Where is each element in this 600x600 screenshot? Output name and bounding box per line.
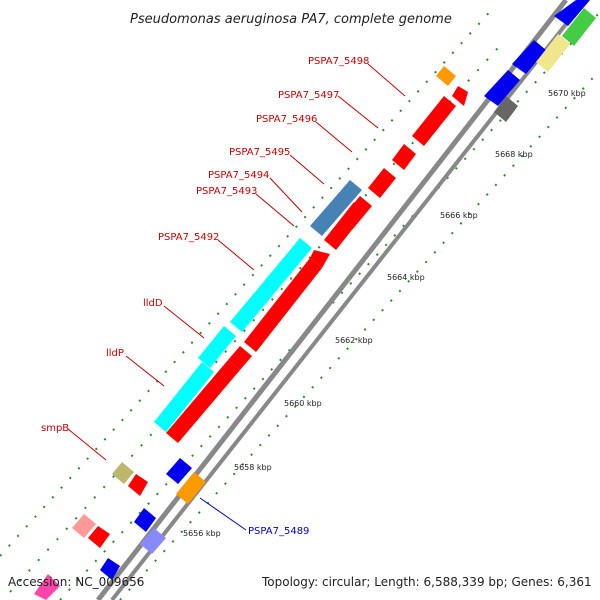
leader-5493 <box>255 193 295 227</box>
gene-arrow-red <box>228 346 252 370</box>
kbp-labels: 5656 kbp 5658 kbp 5660 kbp 5662 kbp 5664… <box>183 89 586 538</box>
leader-5497 <box>337 95 379 129</box>
label-smpB: smpB <box>41 423 69 434</box>
gene-lavender <box>140 528 166 554</box>
gene-green <box>562 8 596 46</box>
backbone-line-2 <box>110 0 587 600</box>
label-pspa7-5493: PSPA7_5493 <box>196 186 257 197</box>
leader-5494 <box>269 177 303 213</box>
backbone-line-1 <box>96 0 568 600</box>
gene-5498-arrow <box>452 86 468 106</box>
gene-red-low <box>88 526 110 548</box>
leader-5492 <box>217 239 255 271</box>
leader-lldP <box>125 355 165 387</box>
reverse-genes <box>100 0 590 580</box>
label-pspa7-5496: PSPA7_5496 <box>256 114 317 125</box>
leader-5489 <box>199 497 247 531</box>
kbp-5666: 5666 kbp <box>440 211 478 220</box>
gene-blue-low-2 <box>134 508 156 532</box>
gene-cyan-2 <box>198 326 236 368</box>
label-pspa7-5489: PSPA7_5489 <box>248 526 309 537</box>
gene-magenta <box>34 574 60 600</box>
leader-5496 <box>315 121 353 153</box>
leader-lldD <box>163 305 205 339</box>
gene-arrow-red-tip <box>310 250 330 268</box>
gene-khaki <box>536 34 570 72</box>
gene-cyan-1 <box>154 362 214 432</box>
misc-genes <box>34 8 596 600</box>
gene-blue-2 <box>512 40 546 74</box>
label-pspa7-5494: PSPA7_5494 <box>208 170 269 181</box>
accession-text: Accession: NC_009656 <box>8 575 144 589</box>
kbp-5660: 5660 kbp <box>284 399 322 408</box>
gene-blue-low <box>166 458 192 484</box>
label-pspa7-5498: PSPA7_5498 <box>308 56 369 67</box>
leader-smpB <box>67 428 107 461</box>
label-pspa7-5495: PSPA7_5495 <box>229 147 290 158</box>
backbone <box>96 0 587 600</box>
kbp-5658: 5658 kbp <box>234 463 272 472</box>
label-lldD: lldD <box>143 298 163 309</box>
gene-lldD-arrow <box>244 258 322 352</box>
gene-5497-arrow <box>412 96 456 146</box>
gene-pink <box>72 514 96 538</box>
genome-title: Pseudomonas aeruginosa PA7, complete gen… <box>130 12 452 27</box>
gene-orange-top <box>436 66 456 86</box>
label-lldP: lldP <box>106 348 124 359</box>
gene-orange-low <box>176 472 206 504</box>
kbp-5662: 5662 kbp <box>335 336 373 345</box>
label-leaders <box>67 63 406 461</box>
kbp-5656: 5656 kbp <box>183 529 221 538</box>
gene-5494-arrow <box>340 196 372 230</box>
gene-blue-3 <box>554 0 590 26</box>
kbp-5664: 5664 kbp <box>387 273 425 282</box>
gene-blue-low-3 <box>100 558 120 580</box>
cyan-genes <box>154 238 312 432</box>
gene-cyan-3 <box>230 238 312 332</box>
label-pspa7-5492: PSPA7_5492 <box>158 232 219 243</box>
label-pspa7-5497: PSPA7_5497 <box>278 90 339 101</box>
topology-text: Topology: circular; Length: 6,588,339 bp… <box>261 575 592 589</box>
gene-labels: PSPA7_5498 PSPA7_5497 PSPA7_5496 PSPA7_5… <box>41 56 369 537</box>
forward-genes <box>88 86 468 548</box>
leader-5495 <box>289 154 325 185</box>
gene-5496-arrow <box>392 144 416 170</box>
gene-smpB-arrow <box>128 474 148 496</box>
kbp-5670: 5670 kbp <box>548 89 586 98</box>
gene-lldP-arrow <box>166 360 240 443</box>
gene-olive <box>112 462 134 484</box>
leader-5498 <box>367 63 406 97</box>
gene-blue-1 <box>484 70 520 106</box>
gene-gray <box>494 96 518 122</box>
gene-5495-arrow <box>368 168 396 198</box>
kbp-5668: 5668 kbp <box>495 150 533 159</box>
gene-steelblue <box>310 180 362 236</box>
orange-genes <box>176 66 456 504</box>
